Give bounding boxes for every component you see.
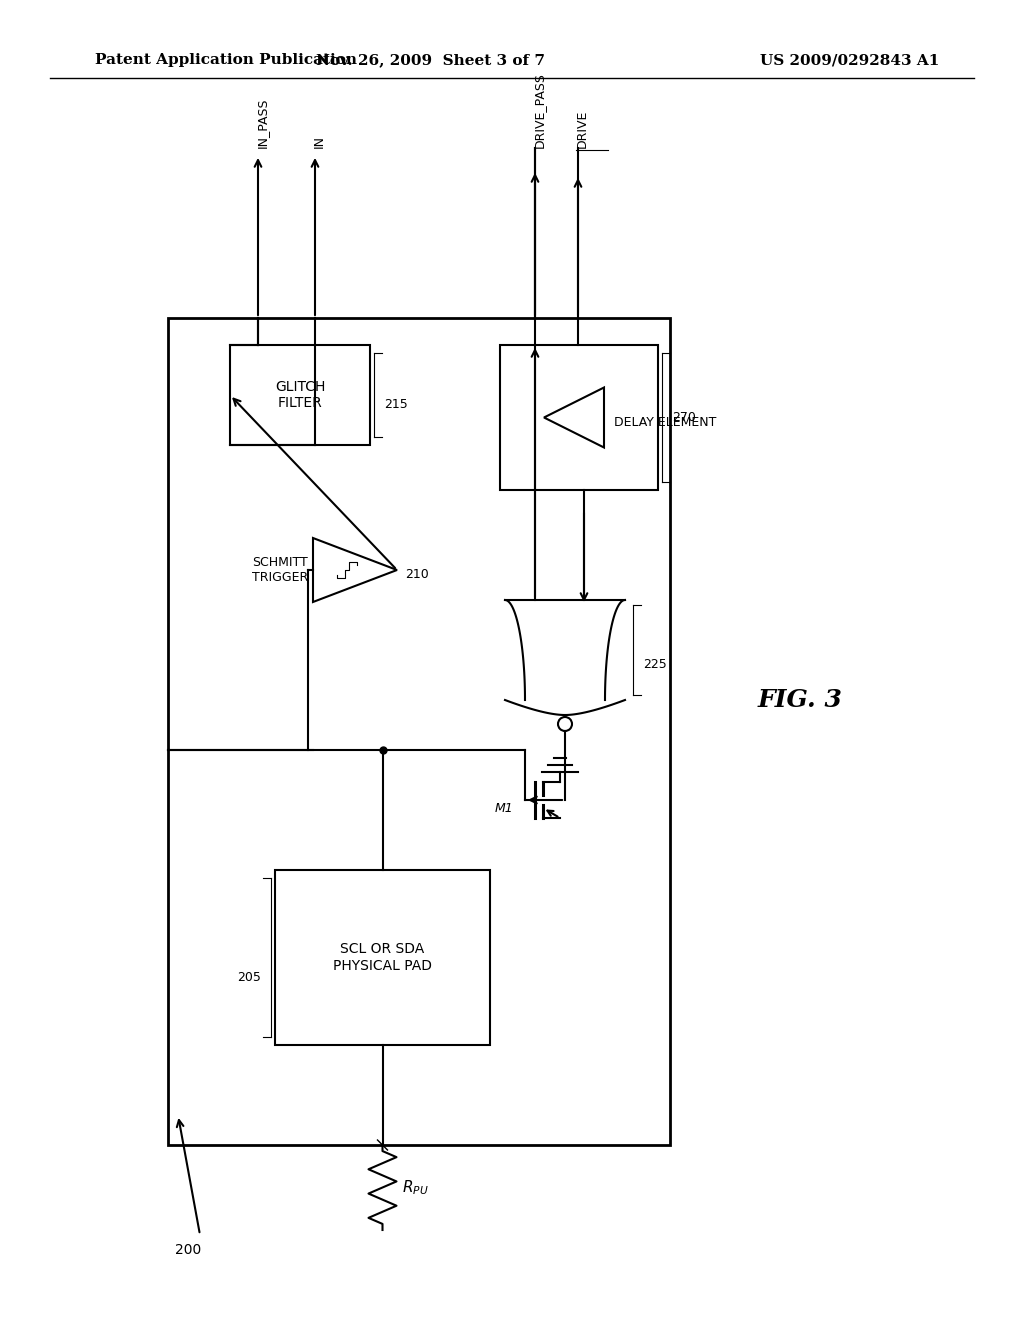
Text: 210: 210 bbox=[406, 569, 429, 582]
Bar bbox=[230, 345, 370, 445]
Bar bbox=[168, 318, 670, 1144]
Text: DRIVE: DRIVE bbox=[575, 110, 589, 148]
Text: IN_PASS: IN_PASS bbox=[256, 98, 269, 148]
Bar bbox=[275, 870, 490, 1045]
Text: DELAY ELEMENT: DELAY ELEMENT bbox=[614, 416, 717, 429]
Polygon shape bbox=[313, 539, 397, 602]
Bar bbox=[500, 345, 658, 490]
Circle shape bbox=[558, 717, 572, 731]
Text: Patent Application Publication: Patent Application Publication bbox=[95, 53, 357, 67]
Text: $R_{PU}$: $R_{PU}$ bbox=[402, 1179, 429, 1197]
Text: 225: 225 bbox=[643, 659, 667, 672]
Text: FIG. 3: FIG. 3 bbox=[758, 688, 843, 711]
Text: 205: 205 bbox=[238, 972, 261, 983]
Text: DRIVE_PASS: DRIVE_PASS bbox=[534, 73, 546, 148]
Text: US 2009/0292843 A1: US 2009/0292843 A1 bbox=[760, 53, 939, 67]
Text: SCHMITT
TRIGGER: SCHMITT TRIGGER bbox=[252, 556, 308, 583]
Text: M1: M1 bbox=[495, 801, 513, 814]
Text: 200: 200 bbox=[175, 1243, 201, 1257]
Text: Nov. 26, 2009  Sheet 3 of 7: Nov. 26, 2009 Sheet 3 of 7 bbox=[315, 53, 545, 67]
Text: GLITCH
FILTER: GLITCH FILTER bbox=[274, 380, 326, 411]
Text: IN: IN bbox=[313, 135, 326, 148]
Text: 215: 215 bbox=[384, 399, 408, 412]
Text: SCL OR SDA
PHYSICAL PAD: SCL OR SDA PHYSICAL PAD bbox=[333, 942, 432, 973]
Text: 270: 270 bbox=[672, 411, 696, 424]
